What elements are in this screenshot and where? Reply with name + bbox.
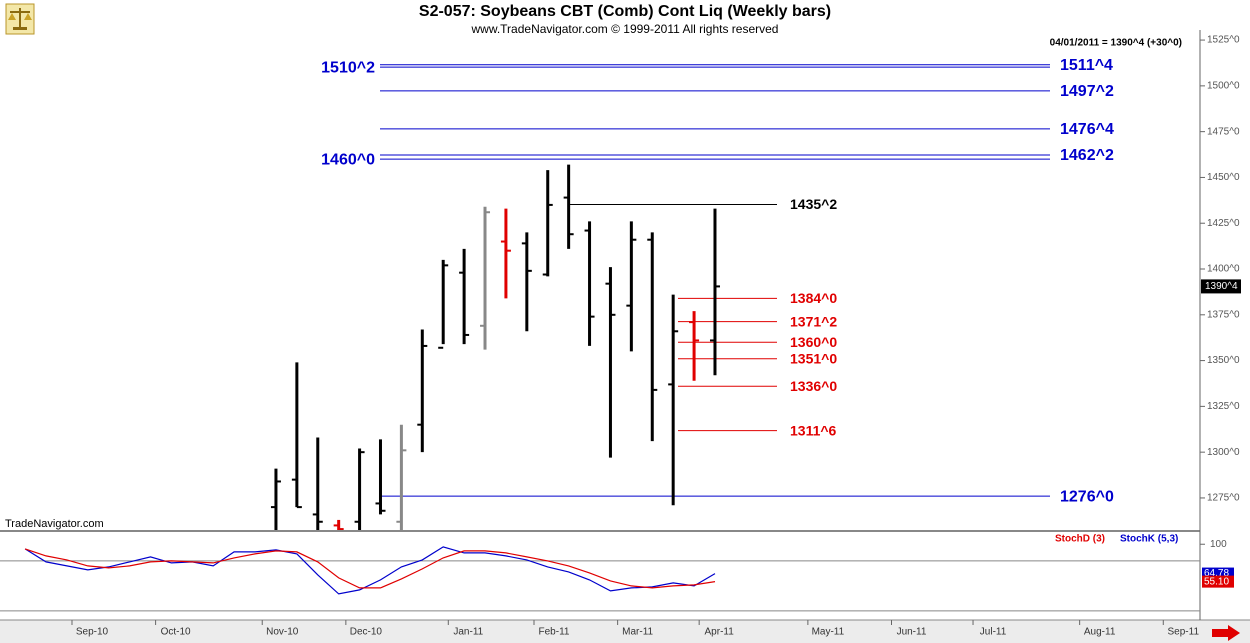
last-value-label: 55.10	[1204, 576, 1229, 587]
x-tick-label: May-11	[812, 627, 845, 638]
stoch-line	[24, 548, 716, 589]
y-tick-label: 1350^0	[1207, 355, 1240, 366]
level-label: 1510^2	[321, 59, 375, 76]
x-tick-label: Jan-11	[453, 627, 483, 638]
y-tick-label: 1375^0	[1207, 309, 1240, 320]
x-tick-label: Oct-10	[161, 627, 191, 638]
x-tick-label: Mar-11	[622, 627, 653, 638]
x-tick-label: Apr-11	[705, 627, 735, 638]
chart-title: S2-057: Soybeans CBT (Comb) Cont Liq (We…	[419, 3, 831, 20]
y-tick-label: 1425^0	[1207, 218, 1240, 229]
level-label: 1351^0	[790, 350, 837, 366]
level-label: 1497^2	[1060, 83, 1114, 100]
level-label: 1462^2	[1060, 147, 1114, 164]
date-band	[0, 620, 1250, 643]
last-value-box	[1202, 575, 1234, 588]
last-price-box	[1201, 279, 1241, 294]
y-tick-label: 1300^0	[1207, 447, 1240, 458]
y-tick-label: 1500^0	[1207, 81, 1240, 92]
level-label: 1460^0	[321, 151, 375, 168]
stoch-line	[24, 546, 716, 595]
level-label: 1476^4	[1060, 121, 1114, 138]
level-label: 1435^2	[790, 196, 837, 212]
level-label: 1336^0	[790, 378, 837, 394]
x-tick-label: Jun-11	[897, 627, 927, 638]
y-tick-label: 1400^0	[1207, 264, 1240, 275]
level-label: 1311^6	[790, 422, 837, 438]
y-tick-label: 1450^0	[1207, 172, 1240, 183]
last-value-label: 64.78	[1204, 568, 1229, 579]
y-tick-label: 1525^0	[1207, 35, 1240, 46]
watermark: TradeNavigator.com	[5, 518, 104, 530]
logo	[5, 3, 35, 35]
x-tick-label: Sep-11	[1168, 627, 1200, 638]
level-label: 1511^4	[1060, 57, 1113, 74]
y-tick-label: 100	[1210, 539, 1227, 550]
last-price-label: 1390^4	[1205, 281, 1238, 292]
x-tick-label: Sep-10	[76, 627, 109, 638]
x-tick-label: Jul-11	[980, 627, 1007, 638]
level-label: 1384^0	[790, 290, 837, 306]
y-tick-label: 1275^0	[1207, 493, 1240, 504]
x-tick-label: Aug-11	[1084, 627, 1116, 638]
y-tick-label: 1475^0	[1207, 126, 1240, 137]
x-tick-label: Nov-10	[266, 627, 299, 638]
level-label: 1276^0	[1060, 488, 1114, 505]
bars	[270, 164, 720, 530]
chart-subtitle: www.TradeNavigator.com © 1999-2011 All r…	[471, 22, 779, 36]
level-label: 1371^2	[790, 313, 837, 329]
y-tick-label: 1325^0	[1207, 401, 1240, 412]
level-label: 1360^0	[790, 334, 837, 350]
scroll-arrow[interactable]	[1212, 625, 1240, 641]
legend-entry: StochK (5,3)	[1120, 534, 1178, 545]
legend-entry: StochD (3)	[1055, 534, 1105, 545]
header-note: 04/01/2011 = 1390^4 (+30^0)	[1050, 38, 1182, 49]
x-tick-label: Dec-10	[350, 627, 383, 638]
x-tick-label: Feb-11	[539, 627, 570, 638]
